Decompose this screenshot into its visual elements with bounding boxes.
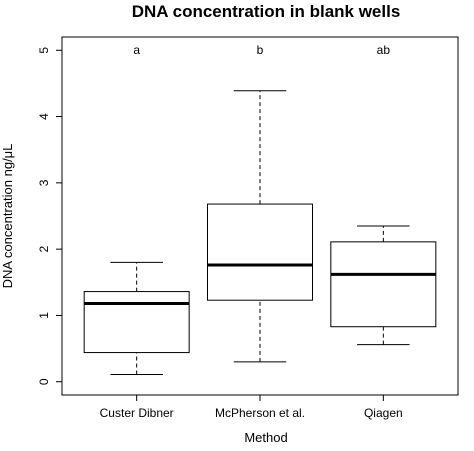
box	[207, 203, 313, 301]
box	[83, 291, 190, 354]
y-tick-label: 4	[37, 113, 51, 120]
group-letter: a	[133, 43, 140, 57]
y-tick-label: 3	[37, 179, 51, 186]
y-tick-label: 1	[37, 312, 51, 319]
chart-title: DNA concentration in blank wells	[132, 2, 401, 21]
x-axis-label: Method	[244, 430, 287, 445]
group-letter: b	[257, 43, 264, 57]
group-letter: ab	[377, 43, 391, 57]
y-axis-label: DNA concentration ng/μL	[0, 144, 15, 289]
box	[330, 241, 437, 328]
y-tick-label: 5	[37, 47, 51, 54]
x-tick-label: Qiagen	[364, 406, 403, 420]
y-tick-label: 2	[37, 245, 51, 252]
y-tick-label: 0	[37, 378, 51, 385]
x-tick-label: McPherson et al.	[215, 406, 305, 420]
x-tick-label: Custer Dibner	[100, 406, 174, 420]
